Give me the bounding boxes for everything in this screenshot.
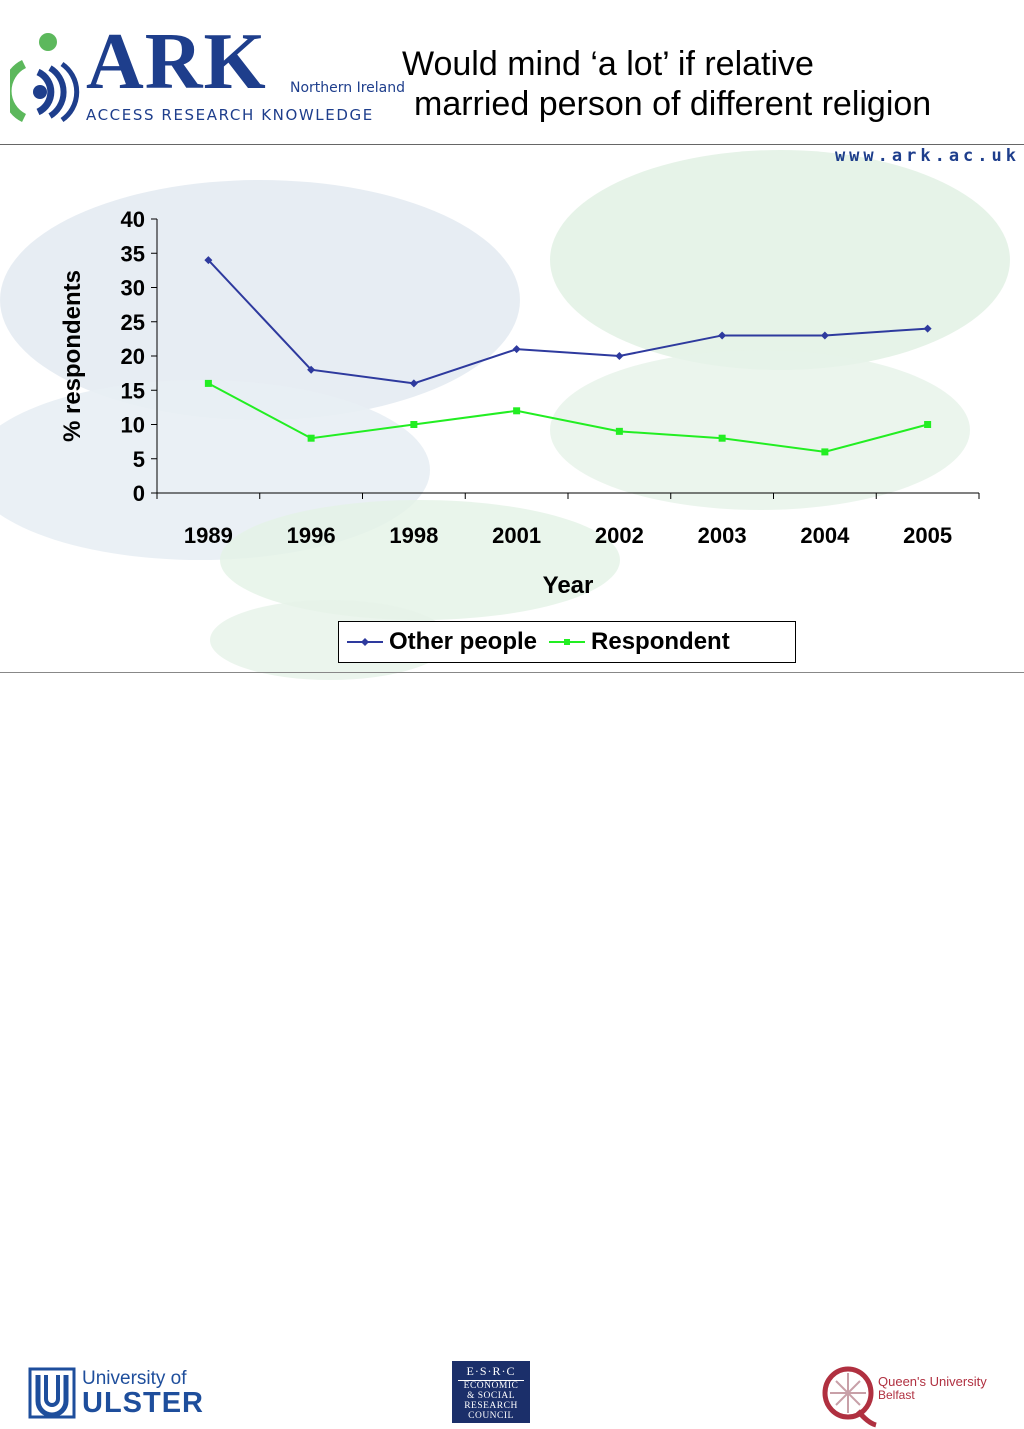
data-point-other-people bbox=[718, 331, 727, 340]
qub-name: Queen's University bbox=[878, 1374, 987, 1389]
esrc-abbrev: E·S·R·C bbox=[458, 1364, 524, 1381]
y-tick-label: 30 bbox=[121, 276, 145, 301]
data-point-respondent bbox=[615, 427, 623, 435]
chart-legend: Other people Respondent bbox=[338, 621, 796, 663]
logo-region: Northern Ireland bbox=[290, 80, 406, 96]
x-tick-label: 2003 bbox=[698, 523, 747, 548]
y-tick-label: 10 bbox=[121, 413, 145, 438]
series-line-other-people bbox=[207, 259, 928, 385]
qub-crest-icon bbox=[822, 1366, 877, 1428]
y-tick-label: 20 bbox=[121, 344, 145, 369]
ulster-logo-icon bbox=[28, 1367, 76, 1419]
x-tick-label: 1996 bbox=[287, 523, 336, 548]
esrc-line-3: RESEARCH bbox=[464, 1401, 518, 1411]
data-point-respondent bbox=[513, 407, 521, 415]
x-axis-label: Year bbox=[543, 572, 594, 599]
data-point-other-people bbox=[923, 324, 932, 333]
x-tick-label: 2005 bbox=[903, 523, 952, 548]
data-point-respondent bbox=[718, 434, 726, 442]
data-point-other-people bbox=[409, 379, 418, 388]
data-point-respondent bbox=[307, 434, 315, 442]
data-point-respondent bbox=[924, 421, 932, 428]
slide-title: Would mind ‘a lot’ if relative married p… bbox=[400, 44, 1020, 124]
ark-logo-icon bbox=[10, 33, 80, 123]
esrc-line-2: & SOCIAL bbox=[466, 1391, 516, 1401]
data-point-respondent bbox=[204, 379, 212, 387]
data-point-other-people bbox=[615, 352, 624, 360]
data-point-other-people bbox=[204, 256, 213, 265]
header: ARK Northern Ireland ACCESS RESEARCH KNO… bbox=[0, 0, 1024, 146]
logo-text: ARK bbox=[86, 18, 267, 106]
data-point-respondent bbox=[821, 448, 829, 456]
y-tick-label: 5 bbox=[133, 447, 145, 472]
y-tick-label: 25 bbox=[121, 310, 145, 335]
y-axis-label: % respondents bbox=[59, 270, 86, 442]
legend-label-other-people: Other people bbox=[389, 628, 538, 655]
x-tick-label: 2002 bbox=[595, 523, 644, 548]
legend-swatch-respondent bbox=[549, 639, 586, 645]
title-line-2: married person of different religion bbox=[414, 85, 932, 123]
header-divider bbox=[0, 144, 1024, 145]
x-tick-label: 1989 bbox=[184, 523, 233, 548]
y-tick-label: 35 bbox=[121, 241, 145, 266]
logo-tagline: ACCESS RESEARCH KNOWLEDGE bbox=[86, 106, 374, 124]
y-tick-label: 15 bbox=[121, 378, 145, 403]
legend-label-respondent: Respondent bbox=[591, 628, 730, 655]
footer: University of ULSTER E·S·R·C ECONOMIC & … bbox=[0, 673, 1024, 1428]
esrc-line-4: COUNCIL bbox=[468, 1411, 514, 1421]
series-line-respondent bbox=[207, 382, 928, 453]
legend-swatch-other-people bbox=[347, 638, 383, 646]
y-tick-label: 0 bbox=[133, 481, 145, 506]
data-point-other-people bbox=[307, 365, 316, 374]
legend-item-respondent: Respondent bbox=[547, 628, 730, 656]
title-line-1: Would mind ‘a lot’ if relative bbox=[402, 45, 814, 83]
data-point-other-people bbox=[512, 345, 521, 354]
x-tick-label: 1998 bbox=[389, 523, 438, 548]
legend-item-other-people: Other people bbox=[345, 628, 537, 656]
data-point-other-people bbox=[820, 331, 829, 340]
data-point-respondent bbox=[410, 421, 418, 428]
footer-divider bbox=[0, 672, 1024, 673]
site-url[interactable]: www.ark.ac.uk bbox=[834, 146, 1020, 166]
esrc-logo: E·S·R·C ECONOMIC & SOCIAL RESEARCH COUNC… bbox=[452, 1361, 530, 1423]
qub-city: Belfast bbox=[878, 1388, 915, 1402]
esrc-line-1: ECONOMIC bbox=[463, 1381, 519, 1391]
line-chart: 0 5 10 15 20 25 30 35 40 1989 1996 1998 2001 2002 2003… bbox=[59, 207, 980, 599]
y-tick-label: 40 bbox=[121, 207, 145, 232]
x-tick-label: 2001 bbox=[492, 523, 541, 548]
background-swoosh bbox=[0, 150, 1010, 680]
ulster-name: ULSTER bbox=[82, 1387, 204, 1419]
x-tick-label: 2004 bbox=[800, 523, 850, 548]
